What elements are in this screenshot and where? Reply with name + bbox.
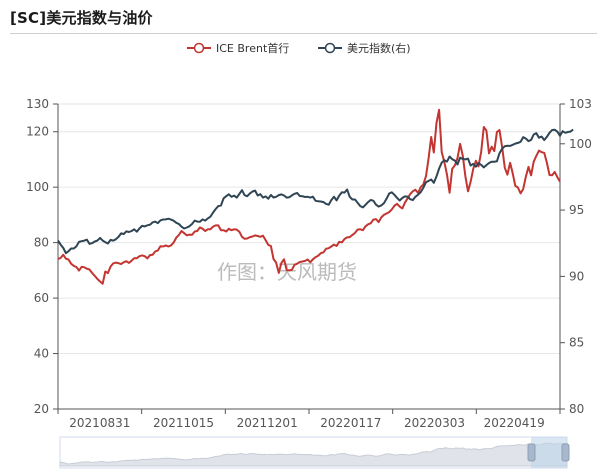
y-left-tick-label: 130 (26, 97, 49, 111)
y-right-tick-label: 103 (569, 97, 592, 111)
legend-label-brent: ICE Brent首行 (216, 41, 289, 55)
page-title: [SC]美元指数与油价 (10, 9, 153, 27)
gridlines (58, 103, 560, 410)
zoom-handle-left[interactable] (527, 443, 536, 462)
legend-item-brent[interactable]: ICE Brent首行 (187, 41, 289, 55)
y-left-tick-label: 60 (34, 291, 49, 305)
zoom-selection[interactable] (531, 437, 567, 468)
zoom-overview (59, 442, 568, 467)
title-divider (10, 33, 597, 34)
zoom-overview-area (59, 442, 568, 467)
y-left-tick-label: 120 (26, 125, 49, 139)
legend[interactable]: ICE Brent首行 美元指数(右) (187, 41, 411, 55)
x-tick-label: 20211015 (153, 416, 214, 430)
y-right-tick-label: 100 (569, 137, 592, 151)
x-tick-label: 20220303 (404, 416, 465, 430)
y-left-tick-label: 20 (34, 402, 49, 416)
y-right-tick-label: 85 (569, 336, 584, 350)
watermark: 作图：天风期货 (217, 260, 357, 284)
y-axis-right: 80 85 90 95 100 103 (559, 97, 592, 416)
y-axis-left: 20 40 60 80 100 120 130 (26, 97, 59, 416)
y-right-tick-label: 90 (569, 269, 584, 283)
x-tick-label: 20210831 (69, 416, 130, 430)
legend-item-usd[interactable]: 美元指数(右) (318, 41, 411, 55)
y-left-tick-label: 80 (34, 236, 49, 250)
series-line-usd (57, 128, 574, 255)
y-right-tick-label: 80 (569, 402, 584, 416)
x-tick-label: 20220419 (484, 416, 545, 430)
series-lines (57, 108, 574, 285)
zoom-handle-right[interactable] (561, 443, 570, 462)
x-tick-label: 20220117 (320, 416, 381, 430)
y-left-tick-label: 100 (26, 180, 49, 194)
y-left-tick-label: 40 (34, 347, 49, 361)
series-line-brent (57, 108, 561, 285)
y-right-tick-label: 95 (569, 203, 584, 217)
data-zoom-slider[interactable] (59, 436, 570, 469)
x-axis: 20210831 20211015 20211201 20220117 20220303… (57, 408, 561, 430)
x-tick-label: 20211201 (237, 416, 298, 430)
legend-label-usd: 美元指数(右) (347, 41, 411, 55)
